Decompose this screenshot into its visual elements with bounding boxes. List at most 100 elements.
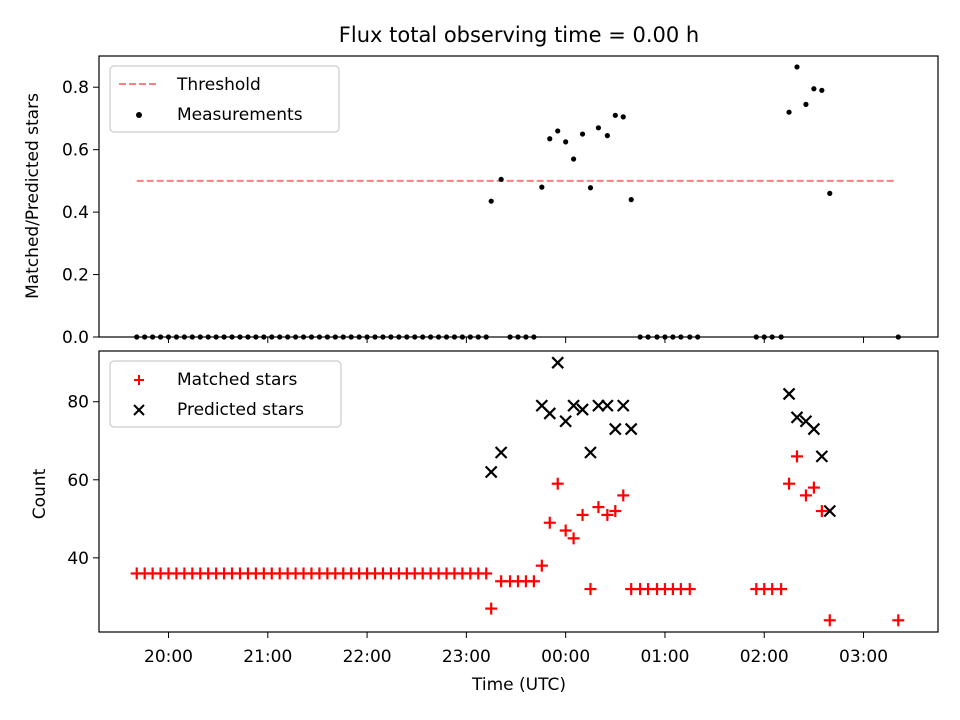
ratio-legend: Threshold Measurements <box>109 65 340 133</box>
measurement-point <box>587 185 594 191</box>
x-tick-label: 22:00 <box>343 647 392 667</box>
ratio-y-tick-label: 0.4 <box>62 203 89 223</box>
x-axis-label: Time (UTC) <box>471 675 566 695</box>
matched-star-point <box>567 532 580 545</box>
measurement-point <box>555 128 561 134</box>
count-y-tick-label: 80 <box>67 393 89 413</box>
count-y-tick-label: 60 <box>67 471 89 491</box>
predicted-star-point <box>601 399 614 412</box>
matched-star-point <box>592 501 605 514</box>
matched-star-point <box>527 575 540 588</box>
matched-star-point <box>783 477 796 490</box>
ratio-y-ticks: 0.0 0.2 0.4 0.6 0.8 <box>62 78 99 348</box>
measurement-point <box>539 184 545 190</box>
measurement-point <box>803 101 809 107</box>
measurement-point <box>612 112 618 118</box>
measurement-point <box>547 136 553 142</box>
predicted-star-points <box>484 356 837 518</box>
measurement-point <box>819 87 825 93</box>
x-tick-label: 01:00 <box>640 647 689 667</box>
predicted-star-point <box>551 356 564 369</box>
measurement-point <box>811 86 817 92</box>
legend-predicted-label: Predicted stars <box>177 400 304 420</box>
count-y-ticks: 40 60 80 <box>67 393 99 569</box>
matched-star-point <box>480 567 493 580</box>
ratio-y-tick-label: 0.2 <box>62 266 89 286</box>
count-legend-box <box>109 360 342 428</box>
count-x-ticks: 20:00 21:00 22:00 23:00 00:00 01:00 02:00 03:00 <box>144 632 888 667</box>
measurement-point <box>786 109 792 115</box>
chart-title: Flux total observing time = 0.00 h <box>339 23 699 47</box>
matched-star-point <box>551 477 564 490</box>
predicted-star-point <box>815 450 829 463</box>
matched-star-point <box>799 489 812 502</box>
matched-star-point <box>485 602 498 615</box>
measurement-point <box>563 139 569 145</box>
predicted-star-point <box>484 465 498 479</box>
x-tick-label: 02:00 <box>740 647 789 667</box>
count-panel: 40 60 80 20:00 21:00 22:00 23:00 00:00 01:00 02:… <box>30 350 939 695</box>
measurement-point <box>579 131 586 137</box>
predicted-star-point <box>782 387 796 401</box>
measurement-point <box>571 156 577 162</box>
predicted-star-point <box>616 399 630 412</box>
count-axes-frame <box>98 350 939 633</box>
matched-star-point <box>815 505 828 518</box>
predicted-star-point <box>624 422 638 436</box>
legend-measurements-swatch <box>136 112 142 118</box>
measurement-point <box>620 114 626 120</box>
matched-star-point <box>609 505 622 518</box>
x-tick-label: 20:00 <box>144 647 193 667</box>
predicted-star-point <box>494 446 508 459</box>
x-tick-label: 23:00 <box>442 647 491 667</box>
matched-star-point <box>535 559 548 572</box>
predicted-star-point <box>543 407 557 420</box>
measurement-point <box>488 198 494 204</box>
legend-matched-swatch <box>134 375 144 385</box>
count-y-axis-label: Count <box>30 468 50 519</box>
predicted-star-point <box>609 422 622 436</box>
x-tick-label: 03:00 <box>839 647 888 667</box>
predicted-star-point <box>790 411 804 424</box>
predicted-star-point <box>592 399 605 412</box>
predicted-star-point <box>567 399 580 412</box>
predicted-star-point <box>823 504 837 518</box>
measurement-point <box>794 64 800 70</box>
matched-star-points <box>130 450 905 627</box>
measurement-point <box>827 190 833 196</box>
x-tick-label: 00:00 <box>541 647 590 667</box>
measurement-point <box>595 125 602 131</box>
matched-star-point <box>601 508 614 521</box>
ratio-x-ticks <box>168 337 865 343</box>
measurement-point <box>604 133 610 139</box>
matched-star-point <box>807 481 820 494</box>
count-legend: Matched stars Predicted stars <box>109 360 342 428</box>
legend-matched-label: Matched stars <box>177 370 297 390</box>
matched-star-point <box>775 583 788 596</box>
matched-star-point <box>543 516 556 529</box>
matched-star-point <box>683 583 696 596</box>
measurement-point <box>628 197 634 203</box>
ratio-y-tick-label: 0.8 <box>62 78 89 98</box>
ratio-legend-box <box>109 65 340 133</box>
legend-predicted-swatch <box>133 404 145 416</box>
predicted-star-point <box>807 422 821 436</box>
predicted-star-point <box>584 446 597 459</box>
matched-star-point <box>892 614 905 627</box>
matched-star-point <box>823 614 836 627</box>
matched-star-point <box>584 583 597 596</box>
predicted-star-point <box>559 414 572 428</box>
measurement-point <box>498 176 504 182</box>
legend-threshold-label: Threshold <box>176 75 261 95</box>
matched-star-point <box>617 489 630 502</box>
ratio-y-axis-label: Matched/Predicted stars <box>23 93 43 299</box>
matched-star-point <box>559 524 572 537</box>
x-tick-label: 21:00 <box>243 647 292 667</box>
ratio-panel: 0.00.20.40.60.8 Matched/Predicted stars … <box>23 55 939 348</box>
ratio-y-tick-label: 0.0 <box>62 328 89 348</box>
count-y-tick-label: 40 <box>67 549 89 569</box>
ratio-y-tick-label: 0.6 <box>62 141 89 161</box>
matched-star-point <box>791 450 804 463</box>
predicted-star-point <box>576 403 589 416</box>
